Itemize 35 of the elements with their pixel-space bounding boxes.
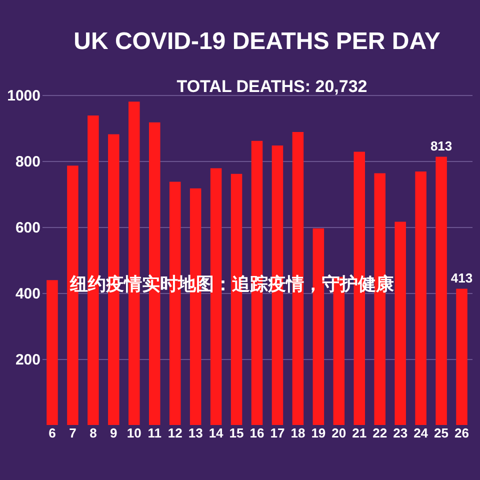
y-tick-label: 200 xyxy=(15,352,40,368)
y-tick-label: 800 xyxy=(15,154,40,170)
x-tick-label: 12 xyxy=(168,426,182,440)
x-tick-label: 17 xyxy=(270,426,285,440)
x-tick-label: 7 xyxy=(69,426,76,440)
y-tick-label: 600 xyxy=(15,220,40,236)
y-tick-label: 400 xyxy=(15,286,40,302)
data-label: 813 xyxy=(430,138,452,154)
x-tick-label: 13 xyxy=(188,426,203,440)
x-tick-label: 15 xyxy=(229,426,244,440)
x-tick-label: 14 xyxy=(208,426,224,440)
x-tick-label: 11 xyxy=(148,426,162,440)
x-tick-label: 26 xyxy=(454,426,469,440)
x-tick-label: 22 xyxy=(372,426,388,440)
bar xyxy=(456,288,468,425)
x-tick-label: 9 xyxy=(110,426,118,440)
y-tick-label: 1000 xyxy=(7,88,40,104)
x-tick-label: 23 xyxy=(393,426,408,440)
x-tick-label: 25 xyxy=(434,426,449,440)
bar xyxy=(436,156,447,425)
bar xyxy=(46,280,58,425)
bar xyxy=(394,222,406,425)
x-tick-label: 20 xyxy=(332,426,346,440)
data-label: 413 xyxy=(450,270,473,286)
x-tick-label: 10 xyxy=(126,426,142,440)
x-tick-label: 24 xyxy=(414,426,429,440)
x-tick-label: 8 xyxy=(90,426,97,440)
annotation: TOTAL DEATHS: 20,732 xyxy=(176,77,368,96)
x-tick-label: 16 xyxy=(250,426,264,440)
x-tick-label: 6 xyxy=(48,426,56,440)
bar xyxy=(415,172,426,425)
chart-title: UK COVID-19 DEATHS PER DAY xyxy=(74,28,440,55)
x-tick-label: 21 xyxy=(352,426,367,440)
x-tick-label: 18 xyxy=(290,426,306,440)
x-tick-label: 19 xyxy=(311,426,326,440)
